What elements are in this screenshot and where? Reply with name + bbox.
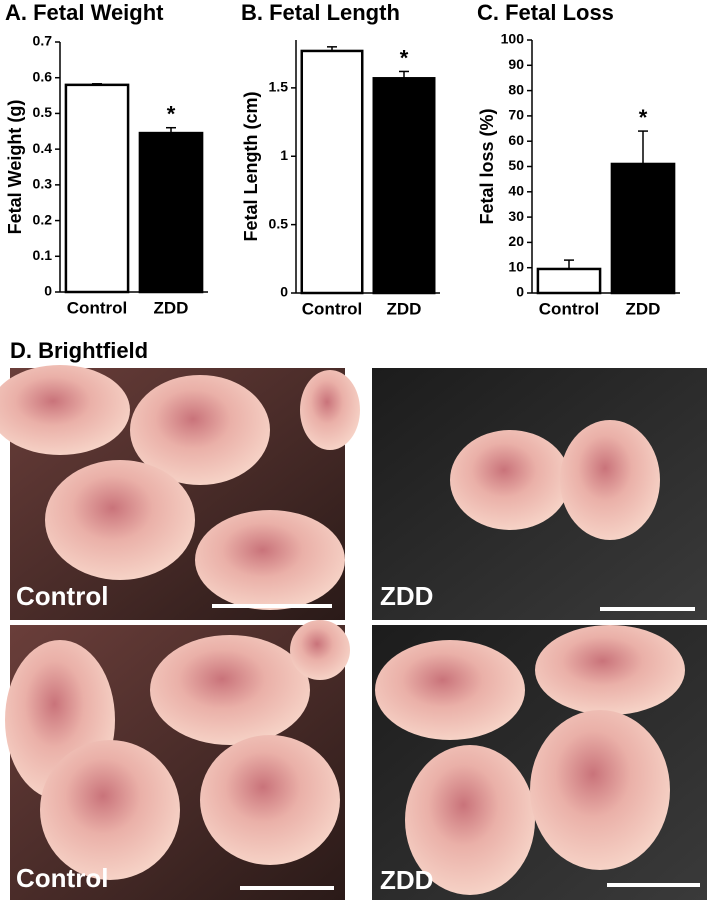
bar	[64, 83, 130, 294]
y-axis-label: Fetal Length (cm)	[241, 91, 261, 241]
y-tick-label: 0.3	[33, 176, 53, 192]
x-tick-label: ZDD	[387, 299, 422, 318]
y-tick-label: 0	[44, 283, 52, 299]
panel-title: D. Brightfield	[10, 338, 148, 363]
x-tick-label: ZDD	[626, 299, 661, 318]
y-tick-label: 80	[508, 81, 524, 97]
y-tick-label: 0	[516, 284, 524, 300]
y-tick-label: 0.5	[33, 104, 53, 120]
chart-title: C. Fetal Loss	[477, 0, 614, 25]
y-tick-label: 90	[508, 56, 524, 72]
photo-label: Control	[16, 863, 108, 893]
y-tick-label: 0	[280, 284, 288, 300]
bar	[300, 49, 364, 295]
y-tick-label: 40	[508, 183, 524, 199]
y-tick-label: 0.2	[33, 211, 53, 227]
photo-label: Control	[16, 581, 108, 611]
x-tick-label: Control	[302, 299, 362, 318]
y-tick-label: 0.4	[33, 140, 53, 156]
y-tick-label: 100	[501, 31, 525, 47]
y-tick-label: 0.6	[33, 68, 53, 84]
y-tick-label: 50	[508, 157, 524, 173]
y-axis-label: Fetal loss (%)	[477, 108, 497, 224]
y-tick-label: 0.5	[269, 215, 289, 231]
photo	[372, 625, 707, 900]
y-tick-label: 70	[508, 107, 524, 123]
photo	[5, 620, 350, 900]
y-tick-label: 1.5	[269, 79, 289, 95]
x-tick-label: ZDD	[154, 298, 189, 317]
y-tick-label: 1	[280, 147, 288, 163]
bar	[372, 77, 436, 295]
bar	[138, 131, 204, 294]
y-tick-label: 10	[508, 258, 524, 274]
y-tick-label: 0.1	[33, 247, 53, 263]
bar	[610, 162, 676, 295]
photo	[0, 365, 360, 620]
bar	[536, 267, 602, 295]
chart-title: A. Fetal Weight	[5, 0, 164, 25]
y-tick-label: 20	[508, 233, 524, 249]
y-tick-label: 30	[508, 208, 524, 224]
chart-title: B. Fetal Length	[241, 0, 400, 25]
annotation: *	[167, 102, 176, 127]
annotation: *	[400, 45, 409, 70]
photo	[372, 368, 707, 620]
y-axis-label: Fetal Weight (g)	[5, 100, 25, 235]
y-tick-label: 60	[508, 132, 524, 148]
annotation: *	[639, 105, 648, 130]
y-tick-label: 0.7	[33, 33, 53, 49]
x-tick-label: Control	[539, 299, 599, 318]
x-tick-label: Control	[67, 298, 127, 317]
photo-label: ZDD	[380, 581, 433, 611]
photo-label: ZDD	[380, 865, 433, 895]
